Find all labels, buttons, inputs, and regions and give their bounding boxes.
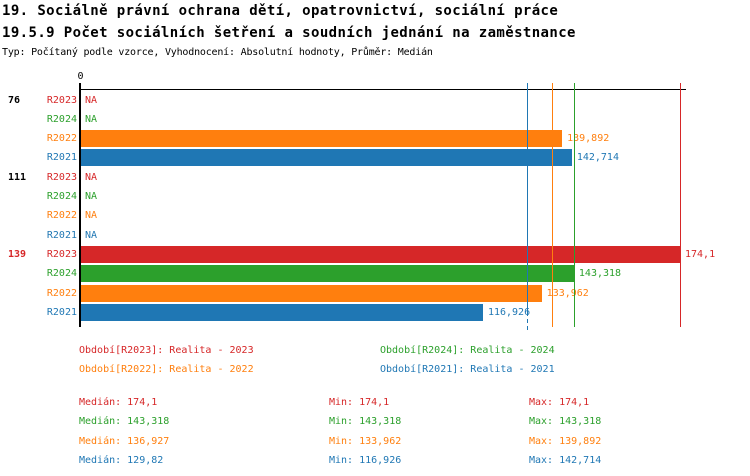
median-line-green	[574, 83, 575, 327]
bar-value-label: 139,892	[567, 133, 610, 145]
na-value: NA	[85, 94, 98, 106]
series-label: R2022	[46, 287, 77, 299]
legend-item-r2022: Období[R2022]: Realita - 2022	[79, 364, 254, 375]
na-value: NA	[85, 191, 98, 202]
bar	[81, 265, 574, 283]
group-label: 139	[8, 248, 27, 260]
bar-value-label: 116,926	[487, 306, 531, 318]
series-label: R2024	[46, 268, 77, 280]
na-value: NA	[85, 210, 98, 222]
bar	[81, 245, 680, 263]
stat-max-r2021: Max: 142,714	[529, 455, 602, 466]
series-label: R2021	[46, 152, 77, 164]
page-title-line1: 19. Sociálně právní ochrana dětí, opatro…	[2, 3, 559, 19]
x-axis-line	[79, 89, 686, 90]
bar-value-label: 143,318	[578, 268, 622, 280]
legend-item-r2023: Období[R2023]: Realita - 2023	[79, 345, 254, 356]
median-line-blue	[527, 83, 528, 312]
stat-max-r2023: Max: 174,1	[529, 397, 590, 408]
bar	[81, 284, 542, 302]
stat-max-r2024: Max: 143,318	[529, 416, 602, 427]
stat-median-r2022: Medián: 136,927	[79, 436, 170, 447]
stat-median-r2021: Medián: 129,82	[79, 455, 164, 466]
group-label: 76	[8, 94, 21, 106]
page-subtitle: Typ: Počítaný podle vzorce, Vyhodnocení:…	[2, 47, 433, 58]
na-value: NA	[85, 229, 98, 241]
series-label: R2023	[46, 248, 77, 260]
median-line-blue-dashed	[527, 312, 528, 332]
series-label: R2022	[46, 210, 77, 222]
stat-min-r2024: Min: 143,318	[329, 416, 402, 427]
series-label: R2023	[46, 171, 77, 183]
series-label: R2021	[46, 306, 77, 318]
series-label: R2022	[46, 133, 77, 145]
y-axis-line	[79, 90, 81, 327]
stat-min-r2023: Min: 174,1	[329, 397, 390, 408]
stat-median-r2024: Medián: 143,318	[79, 416, 170, 427]
bar-value-label: 142,714	[576, 152, 619, 164]
group-label: 111	[8, 171, 27, 183]
bar	[81, 130, 563, 148]
page-title-line2: 19.5.9 Počet sociálních šetření a soudní…	[2, 25, 576, 41]
series-label: R2021	[46, 229, 77, 241]
stat-min-r2021: Min: 116,926	[329, 455, 402, 466]
stat-min-r2022: Min: 133,962	[329, 436, 402, 447]
bar-value-label: 133,962	[546, 287, 589, 299]
series-label: R2023	[46, 94, 77, 106]
stat-max-r2022: Max: 139,892	[529, 436, 602, 447]
bar-value-label: 174,1	[685, 248, 716, 260]
series-label: R2024	[46, 113, 77, 125]
series-label: R2024	[46, 191, 77, 202]
axis-zero-tick	[79, 83, 81, 90]
stat-median-r2023: Medián: 174,1	[79, 397, 158, 408]
legend-item-r2024: Období[R2024]: Realita - 2024	[380, 345, 555, 356]
bar	[81, 303, 483, 321]
axis-zero-label: 0	[77, 71, 84, 82]
legend-item-r2021: Období[R2021]: Realita - 2021	[380, 364, 555, 375]
na-value: NA	[85, 171, 98, 183]
na-value: NA	[85, 113, 98, 125]
bar	[81, 149, 572, 167]
median-line-orange	[552, 83, 553, 327]
median-line-red	[680, 83, 681, 327]
